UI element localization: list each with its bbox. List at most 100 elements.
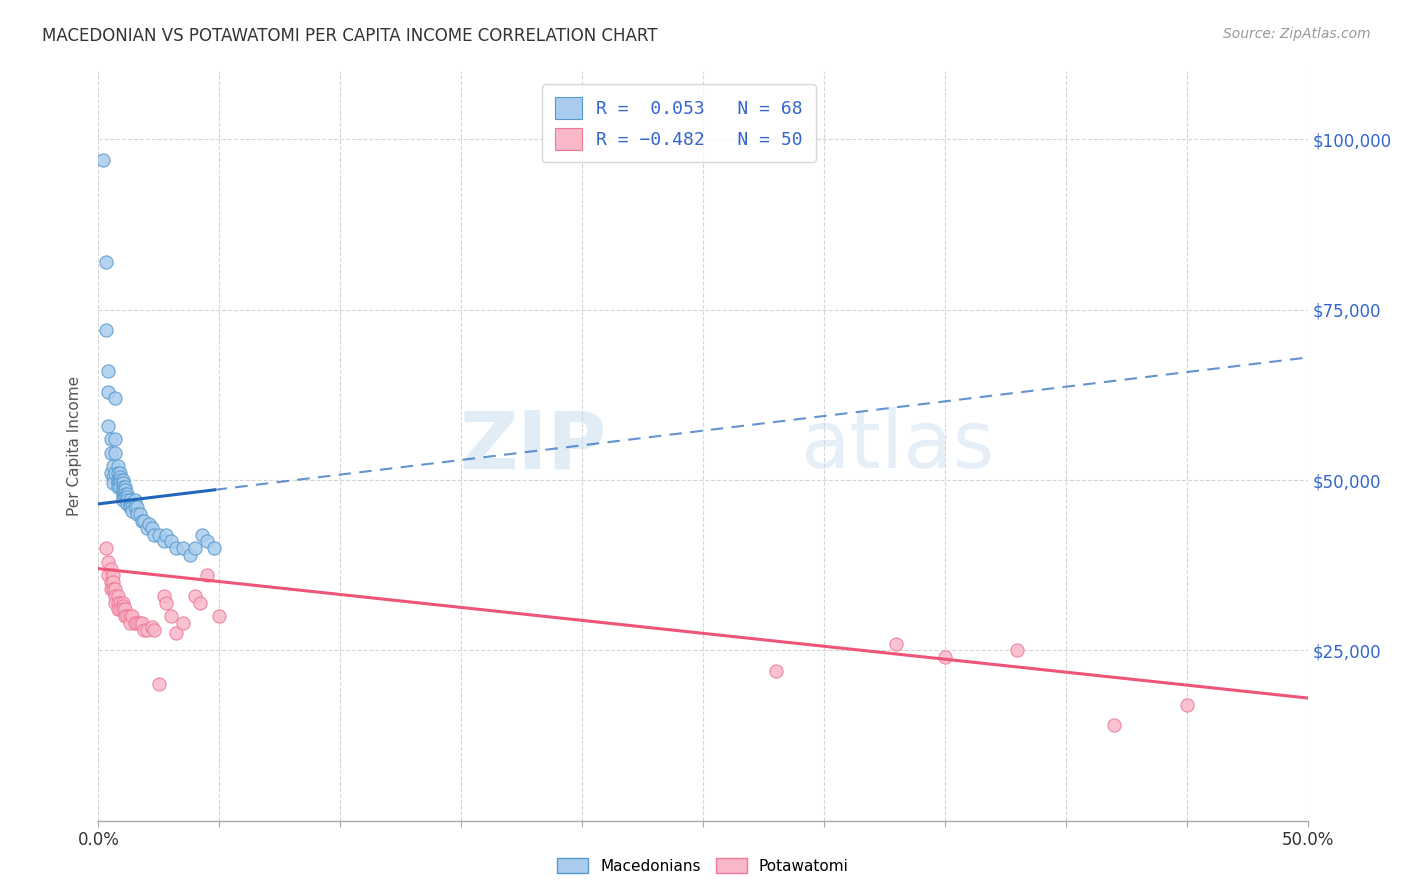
Point [1007,643,1029,657]
Text: atlas: atlas [800,407,994,485]
Point [108,473,131,487]
Point [127,500,149,515]
Point [141,521,163,535]
Point [134,514,156,528]
Legend: R =  0.053   N = 68, R = −0.482   N = 50: R = 0.053 N = 68, R = −0.482 N = 50 [543,84,815,162]
Point [104,446,127,460]
Point [107,596,129,610]
Point [124,500,146,515]
Point [111,596,134,610]
Point [94,255,117,269]
Point [128,507,150,521]
Point [204,541,226,556]
Point [172,616,194,631]
Point [179,548,201,562]
Point [886,636,908,650]
Point [124,616,146,631]
Point [104,392,127,406]
Point [118,500,141,515]
Point [118,609,141,624]
Point [124,493,146,508]
Point [111,490,134,504]
Point [100,446,122,460]
Point [97,364,120,378]
Point [101,582,124,596]
Point [107,473,129,487]
Point [152,589,174,603]
Point [195,568,218,582]
Point [107,467,129,481]
Point [143,623,166,637]
Point [117,609,139,624]
Point [108,476,131,491]
Point [107,480,129,494]
Point [111,486,134,500]
Point [160,609,183,624]
Point [111,483,134,498]
Point [184,589,207,603]
Legend: Macedonians, Potawatomi: Macedonians, Potawatomi [551,852,855,880]
Point [107,476,129,491]
Point [111,480,134,494]
Point [107,589,129,603]
Point [114,490,136,504]
Point [107,459,129,474]
Point [114,480,136,494]
Point [117,493,139,508]
Point [108,469,131,483]
Point [108,467,131,481]
Point [127,507,149,521]
Point [765,664,787,678]
Point [101,459,124,474]
Point [104,432,127,446]
Point [111,476,134,491]
Point [195,534,218,549]
Point [121,500,143,515]
Point [1175,698,1198,712]
Point [135,623,157,637]
Point [101,568,124,582]
Point [138,517,160,532]
Point [104,596,127,610]
Point [134,623,156,637]
Point [118,616,141,631]
Point [114,486,136,500]
Text: ZIP: ZIP [458,407,606,485]
Text: Source: ZipAtlas.com: Source: ZipAtlas.com [1223,27,1371,41]
Point [121,504,143,518]
Point [104,467,127,481]
Point [117,497,139,511]
Point [97,384,120,399]
Point [148,527,170,541]
Point [114,602,136,616]
Point [104,589,127,603]
Point [165,626,187,640]
Point [97,555,120,569]
Point [111,493,134,508]
Point [117,486,139,500]
Point [100,561,122,575]
Point [188,596,211,610]
Point [108,596,131,610]
Point [121,609,143,624]
Point [107,602,129,616]
Point [131,514,153,528]
Point [104,582,127,596]
Point [208,609,231,624]
Point [97,568,120,582]
Point [108,602,131,616]
Point [141,619,163,633]
Point [131,616,153,631]
Point [165,541,187,556]
Point [111,602,134,616]
Point [100,467,122,481]
Point [111,473,134,487]
Point [117,490,139,504]
Point [108,480,131,494]
Point [100,582,122,596]
Point [143,527,166,541]
Y-axis label: Per Capita Income: Per Capita Income [67,376,83,516]
Point [1102,718,1125,732]
Point [160,534,183,549]
Point [101,575,124,590]
